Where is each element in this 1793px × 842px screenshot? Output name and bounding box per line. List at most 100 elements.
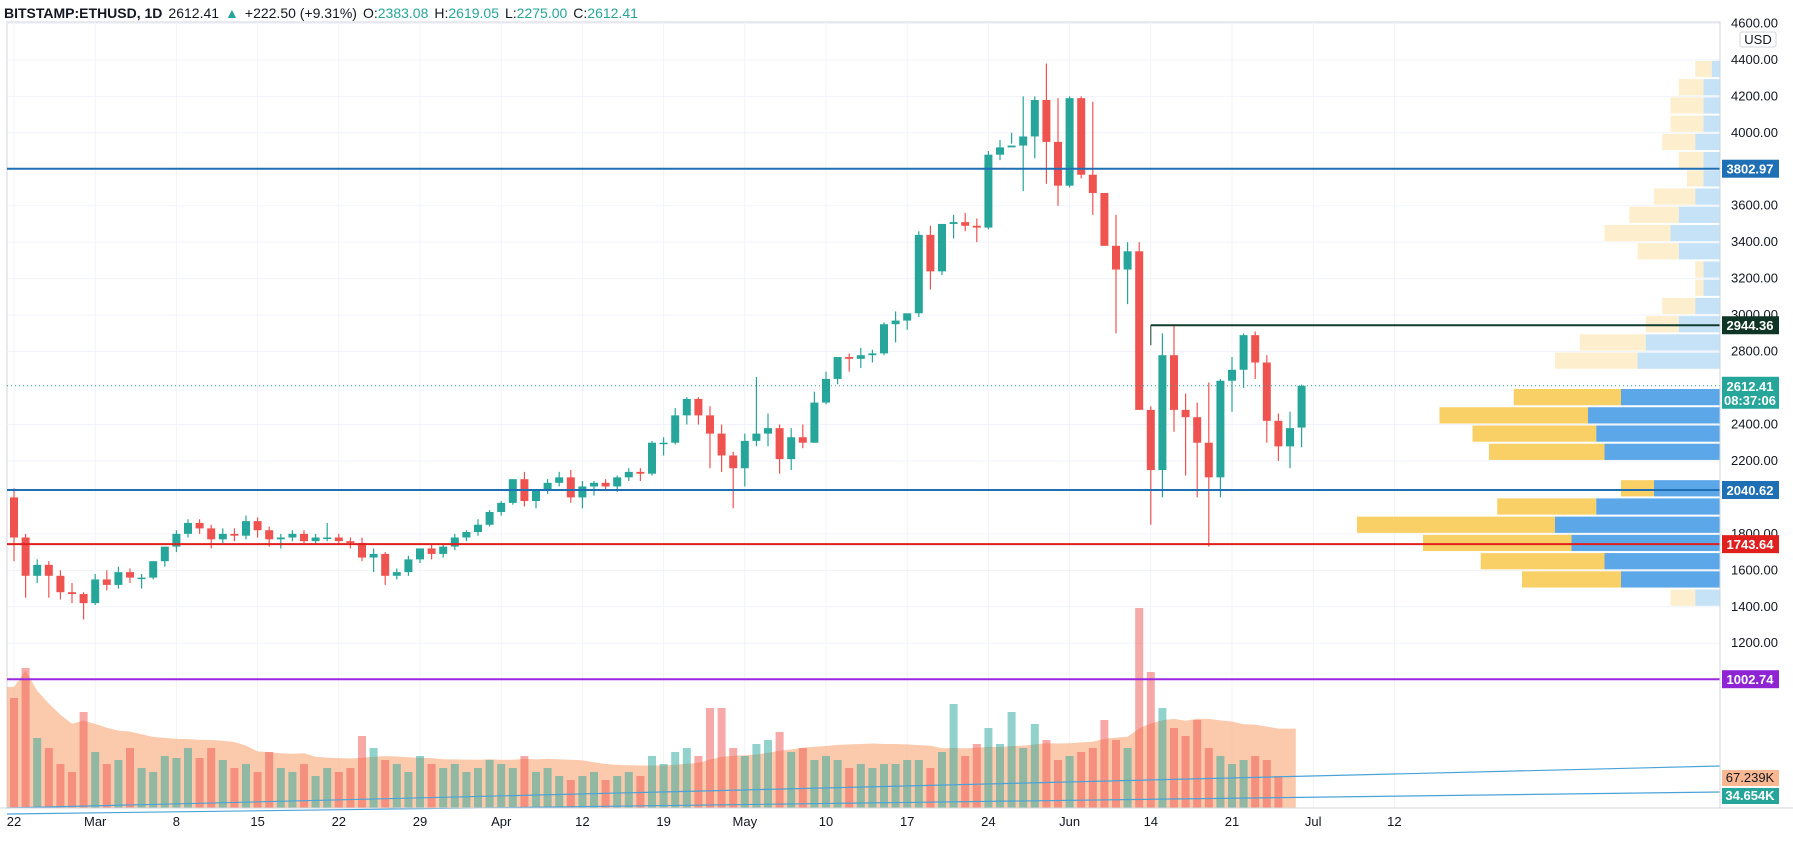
candle-body[interactable] [1262, 362, 1271, 421]
candle-body[interactable] [137, 577, 146, 580]
candle-body[interactable] [1193, 417, 1202, 443]
candle-body[interactable] [682, 398, 691, 416]
candle-body[interactable] [369, 553, 378, 558]
candle-body[interactable] [972, 225, 981, 228]
candle-body[interactable] [961, 222, 970, 226]
candle-body[interactable] [253, 521, 262, 531]
candle-body[interactable] [1030, 99, 1039, 137]
candle-body[interactable] [381, 553, 390, 576]
candle-body[interactable] [265, 530, 274, 540]
candle-body[interactable] [1123, 251, 1132, 270]
candle-body[interactable] [1181, 409, 1190, 418]
candle-body[interactable] [938, 223, 946, 272]
candle-body[interactable] [891, 320, 900, 325]
price-axis[interactable]: USD5000.004800.004600.004400.004200.0040… [1719, 0, 1779, 808]
candle-body[interactable] [648, 442, 656, 474]
candle-body[interactable] [555, 477, 564, 483]
candle-body[interactable] [706, 415, 714, 434]
candle-body[interactable] [392, 572, 401, 576]
candle-body[interactable] [79, 594, 88, 604]
candle-body[interactable] [1170, 355, 1178, 410]
candle-body[interactable] [450, 537, 459, 547]
candle-body[interactable] [497, 502, 506, 512]
candle-body[interactable] [462, 532, 471, 538]
candle-body[interactable] [880, 324, 888, 354]
candle-body[interactable] [68, 592, 76, 595]
candle-body[interactable] [1146, 409, 1155, 471]
candle-body[interactable] [996, 147, 1004, 155]
candle-body[interactable] [1042, 99, 1051, 142]
candle-body[interactable] [172, 533, 181, 547]
candle-body[interactable] [1286, 428, 1294, 447]
candle-body[interactable] [984, 154, 993, 228]
candle-body[interactable] [1228, 369, 1236, 381]
time-axis[interactable]: 22 Mar 8 15 22 29 Apr 12 19 May 10 17 24 Jun 14 21 Jul 12 [0, 807, 1793, 829]
candle-body[interactable] [230, 533, 239, 536]
candle-body[interactable] [856, 355, 865, 359]
candle-body[interactable] [1054, 141, 1062, 186]
candle-body[interactable] [613, 477, 622, 487]
candle-body[interactable] [485, 511, 494, 525]
candle-body[interactable] [404, 559, 413, 573]
candle-body[interactable] [694, 398, 703, 416]
candle-body[interactable] [590, 482, 598, 487]
candle-body[interactable] [1135, 251, 1144, 410]
candle-body[interactable] [717, 433, 726, 456]
candle-body[interactable] [102, 579, 111, 585]
candle-body[interactable] [276, 537, 285, 540]
candle-body[interactable] [578, 486, 587, 498]
candle-body[interactable] [1077, 98, 1086, 175]
candle-body[interactable] [10, 497, 18, 538]
candle-body[interactable] [439, 546, 448, 554]
candle-body[interactable] [474, 524, 482, 533]
candle-body[interactable] [903, 313, 912, 321]
candle-body[interactable] [1158, 355, 1167, 471]
candle-body[interactable] [1216, 380, 1225, 478]
symbol-label[interactable]: BITSTAMP:ETHUSD, 1D [4, 5, 163, 21]
trend-line[interactable] [6, 791, 1721, 815]
candle-body[interactable] [1239, 335, 1248, 370]
candle-body[interactable] [358, 542, 366, 558]
candle-body[interactable] [659, 442, 668, 445]
candle-body[interactable] [624, 471, 633, 478]
candle-body[interactable] [845, 357, 854, 359]
candle-body[interactable] [207, 528, 216, 540]
candle-body[interactable] [288, 533, 297, 538]
candle-body[interactable] [1251, 335, 1260, 363]
candle-body[interactable] [601, 482, 610, 487]
candle-body[interactable] [126, 572, 134, 578]
candle-body[interactable] [926, 234, 935, 272]
candle-body[interactable] [195, 522, 204, 529]
candle-body[interactable] [810, 402, 819, 443]
candle-body[interactable] [671, 415, 680, 443]
candle-body[interactable] [44, 564, 53, 576]
candle-body[interactable] [346, 541, 355, 543]
candle-body[interactable] [914, 234, 923, 314]
candle-body[interactable] [764, 428, 772, 434]
candle-body[interactable] [566, 477, 575, 498]
candle-body[interactable] [33, 564, 42, 576]
candle-body[interactable] [334, 537, 343, 542]
candle-body[interactable] [160, 546, 169, 562]
candle-body[interactable] [311, 537, 320, 542]
trend-line[interactable] [6, 765, 1721, 809]
candle-body[interactable] [300, 533, 308, 542]
candle-body[interactable] [149, 561, 158, 578]
candle-body[interactable] [427, 548, 436, 554]
candle-body[interactable] [740, 440, 749, 469]
candle-body[interactable] [508, 479, 517, 503]
candle-body[interactable] [787, 437, 796, 460]
candle-body[interactable] [1112, 245, 1120, 270]
candle-body[interactable] [1088, 174, 1097, 193]
candle-body[interactable] [833, 357, 842, 379]
candle-body[interactable] [1274, 420, 1283, 447]
candle-body[interactable] [242, 521, 250, 536]
candle-body[interactable] [218, 533, 227, 540]
candle-body[interactable] [868, 353, 877, 356]
candle-body[interactable] [798, 437, 807, 443]
candle-body[interactable] [636, 471, 645, 474]
candle-body[interactable] [543, 482, 552, 491]
candle-body[interactable] [114, 572, 123, 585]
candle-body[interactable] [1019, 136, 1028, 146]
